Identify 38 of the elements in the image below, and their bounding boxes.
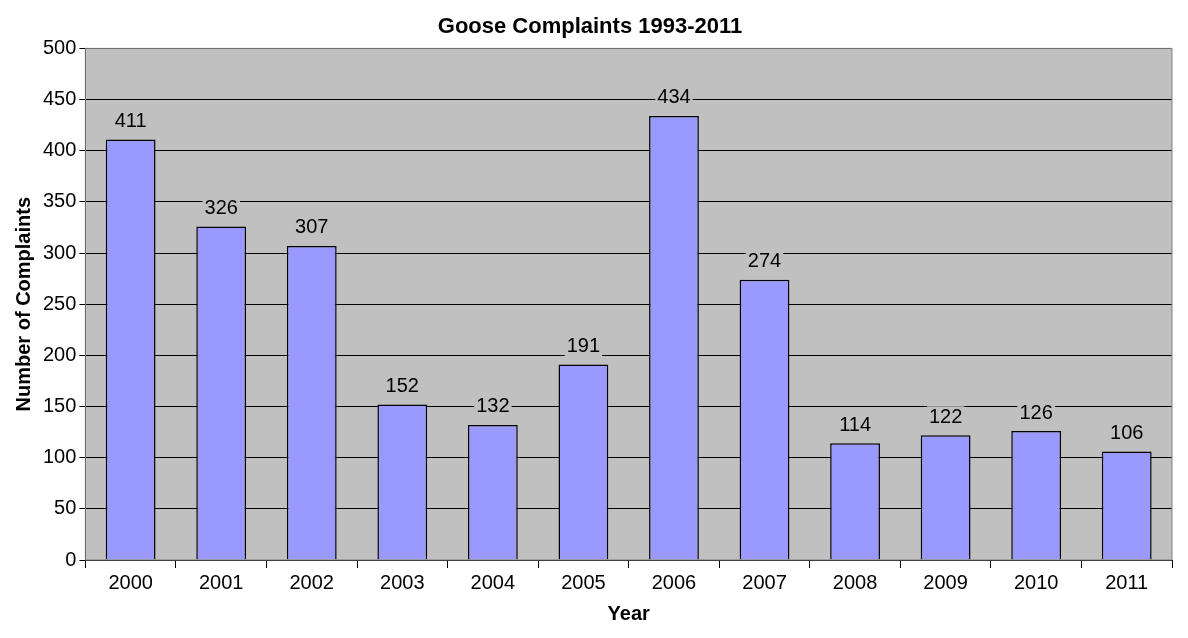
data-label: 307 — [295, 215, 329, 238]
y-axis-title: Number of Complaints — [11, 196, 34, 412]
y-tick-label: 300 — [42, 240, 77, 263]
y-tick-label: 200 — [42, 342, 77, 365]
chart-title: Goose Complaints 1993-2011 — [437, 13, 743, 39]
x-tick-label: 2000 — [108, 570, 153, 593]
x-tick-label: 2006 — [651, 570, 697, 593]
data-label: 126 — [1019, 400, 1053, 423]
data-label: 152 — [385, 373, 419, 396]
y-tick-label: 150 — [42, 394, 77, 417]
y-tick-label: 250 — [42, 291, 77, 314]
y-tick-label: 450 — [42, 87, 77, 110]
x-tick-label: 2003 — [380, 570, 425, 593]
x-tick-label: 2010 — [1013, 570, 1059, 593]
data-label: 191 — [566, 334, 601, 357]
x-tick-label: 2001 — [198, 570, 244, 593]
x-tick-label: 2011 — [1105, 570, 1149, 593]
y-tick-label: 350 — [42, 189, 77, 212]
x-tick-label: 2002 — [289, 570, 334, 593]
y-tick-label: 0 — [65, 547, 77, 570]
data-label: 132 — [476, 394, 510, 417]
data-label: 274 — [747, 249, 782, 272]
x-tick-label: 2009 — [923, 570, 968, 593]
y-tick-label: 50 — [54, 496, 77, 519]
x-tick-label: 2007 — [742, 570, 787, 593]
data-label: 106 — [1110, 421, 1144, 444]
data-label: 434 — [657, 85, 691, 108]
data-label: 114 — [839, 412, 872, 435]
y-tick-label: 500 — [42, 35, 77, 58]
y-tick-label: 400 — [42, 138, 77, 161]
x-axis-title: Year — [607, 601, 651, 624]
x-tick-label: 2005 — [561, 570, 606, 593]
x-tick-label: 2008 — [832, 570, 878, 593]
y-tick-label: 100 — [42, 445, 77, 468]
data-label: 411 — [114, 108, 147, 131]
x-tick-label: 2004 — [470, 570, 516, 593]
data-label: 122 — [928, 404, 963, 427]
data-label: 326 — [204, 195, 238, 218]
